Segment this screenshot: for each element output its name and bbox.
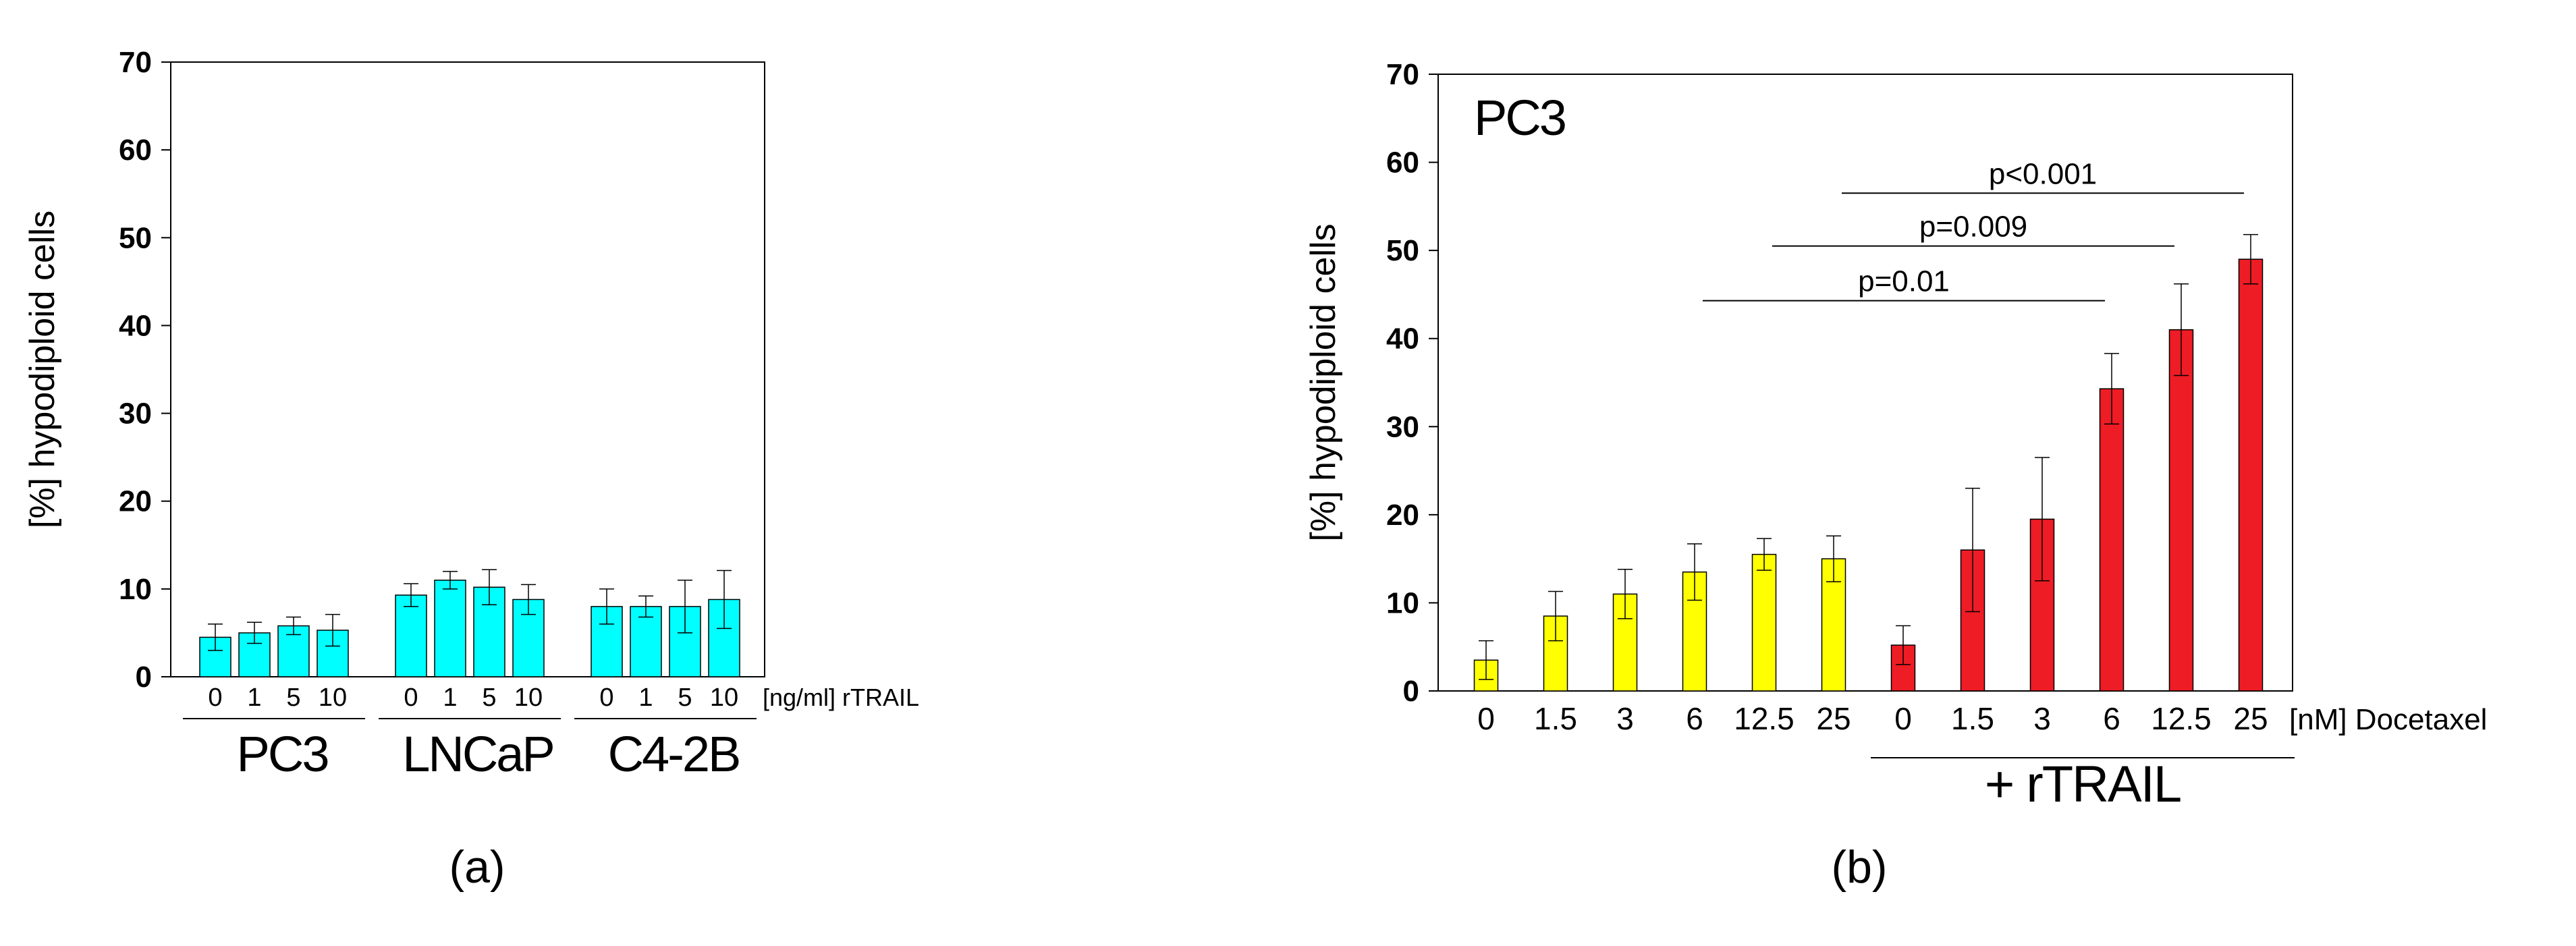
x-tick-label: 0 [599,684,613,712]
x-tick-label: 1.5 [1534,701,1577,736]
x-tick-label: 0 [404,684,418,712]
significance-label: p=0.01 [1858,265,1950,298]
x-tick-label: 3 [1616,701,1634,736]
group-label: PC3 [237,726,328,782]
x-tick-label: 5 [678,684,692,712]
bar [434,580,466,677]
x-tick-label: 1 [443,684,457,712]
bar [2238,258,2264,692]
y-tick-label: 10 [119,573,152,606]
x-tick-label: 1.5 [1951,701,1994,736]
group-label: LNCaP [402,726,553,782]
x-tick-label: 0 [1894,701,1912,736]
x-tick-label: 10 [514,684,543,712]
bar [2099,388,2125,692]
y-tick-label: 50 [1386,234,1419,267]
x-tick-label: 12.5 [2151,701,2212,736]
x-tick-label: 6 [2103,701,2120,736]
plot-frame [170,61,765,677]
y-tick-label: 20 [119,485,152,518]
y-tick-label: 70 [1386,58,1419,91]
x-tick-label: 3 [2033,701,2051,736]
rtrail-bracket-label: + rTRAIL [1985,756,2181,813]
bar [277,625,310,677]
inset-label: PC3 [1474,90,1565,146]
x-tick-label: 5 [286,684,300,712]
group-label: C4-2B [608,726,740,782]
x-tick-label: 1 [638,684,653,712]
y-tick-label: 20 [1386,499,1419,532]
plot-frame [1437,74,2293,692]
bar [2168,329,2194,692]
bar [1751,553,1777,692]
x-tick-label: 6 [1686,701,1703,736]
x-tick-label: 25 [1816,701,1851,736]
y-tick-label: 40 [1386,323,1419,356]
panel-label: (b) [1831,841,1887,893]
y-axis-label: [%] hypodiploid cells [1304,223,1343,541]
bar [1960,549,1985,692]
y-tick-label: 0 [1403,675,1419,708]
x-tick-label: 5 [482,684,496,712]
x-unit-label: [nM] Docetaxel [2289,703,2487,736]
y-tick-label: 60 [1386,146,1419,179]
bar [395,594,427,677]
x-tick-label: 1 [247,684,261,712]
x-tick-label: 25 [2233,701,2268,736]
x-tick-label: 12.5 [1734,701,1794,736]
y-tick-label: 60 [119,134,152,167]
y-tick-label: 0 [136,661,152,694]
y-axis-label: [%] hypodiploid cells [23,211,62,528]
y-tick-label: 70 [119,46,152,79]
x-tick-label: 0 [1477,701,1495,736]
y-tick-label: 50 [119,221,152,254]
panel-label: (a) [449,841,505,893]
significance-label: p<0.001 [1989,157,2097,190]
significance-label: p=0.009 [1919,211,2027,244]
y-tick-label: 30 [1386,410,1419,443]
x-tick-label: 0 [208,684,222,712]
y-tick-label: 40 [119,309,152,342]
x-unit-label: [ng/ml] rTRAIL [763,684,919,711]
y-tick-label: 10 [1386,586,1419,619]
x-tick-label: 10 [710,684,738,712]
x-tick-label: 10 [319,684,347,712]
y-tick-label: 30 [119,397,152,430]
